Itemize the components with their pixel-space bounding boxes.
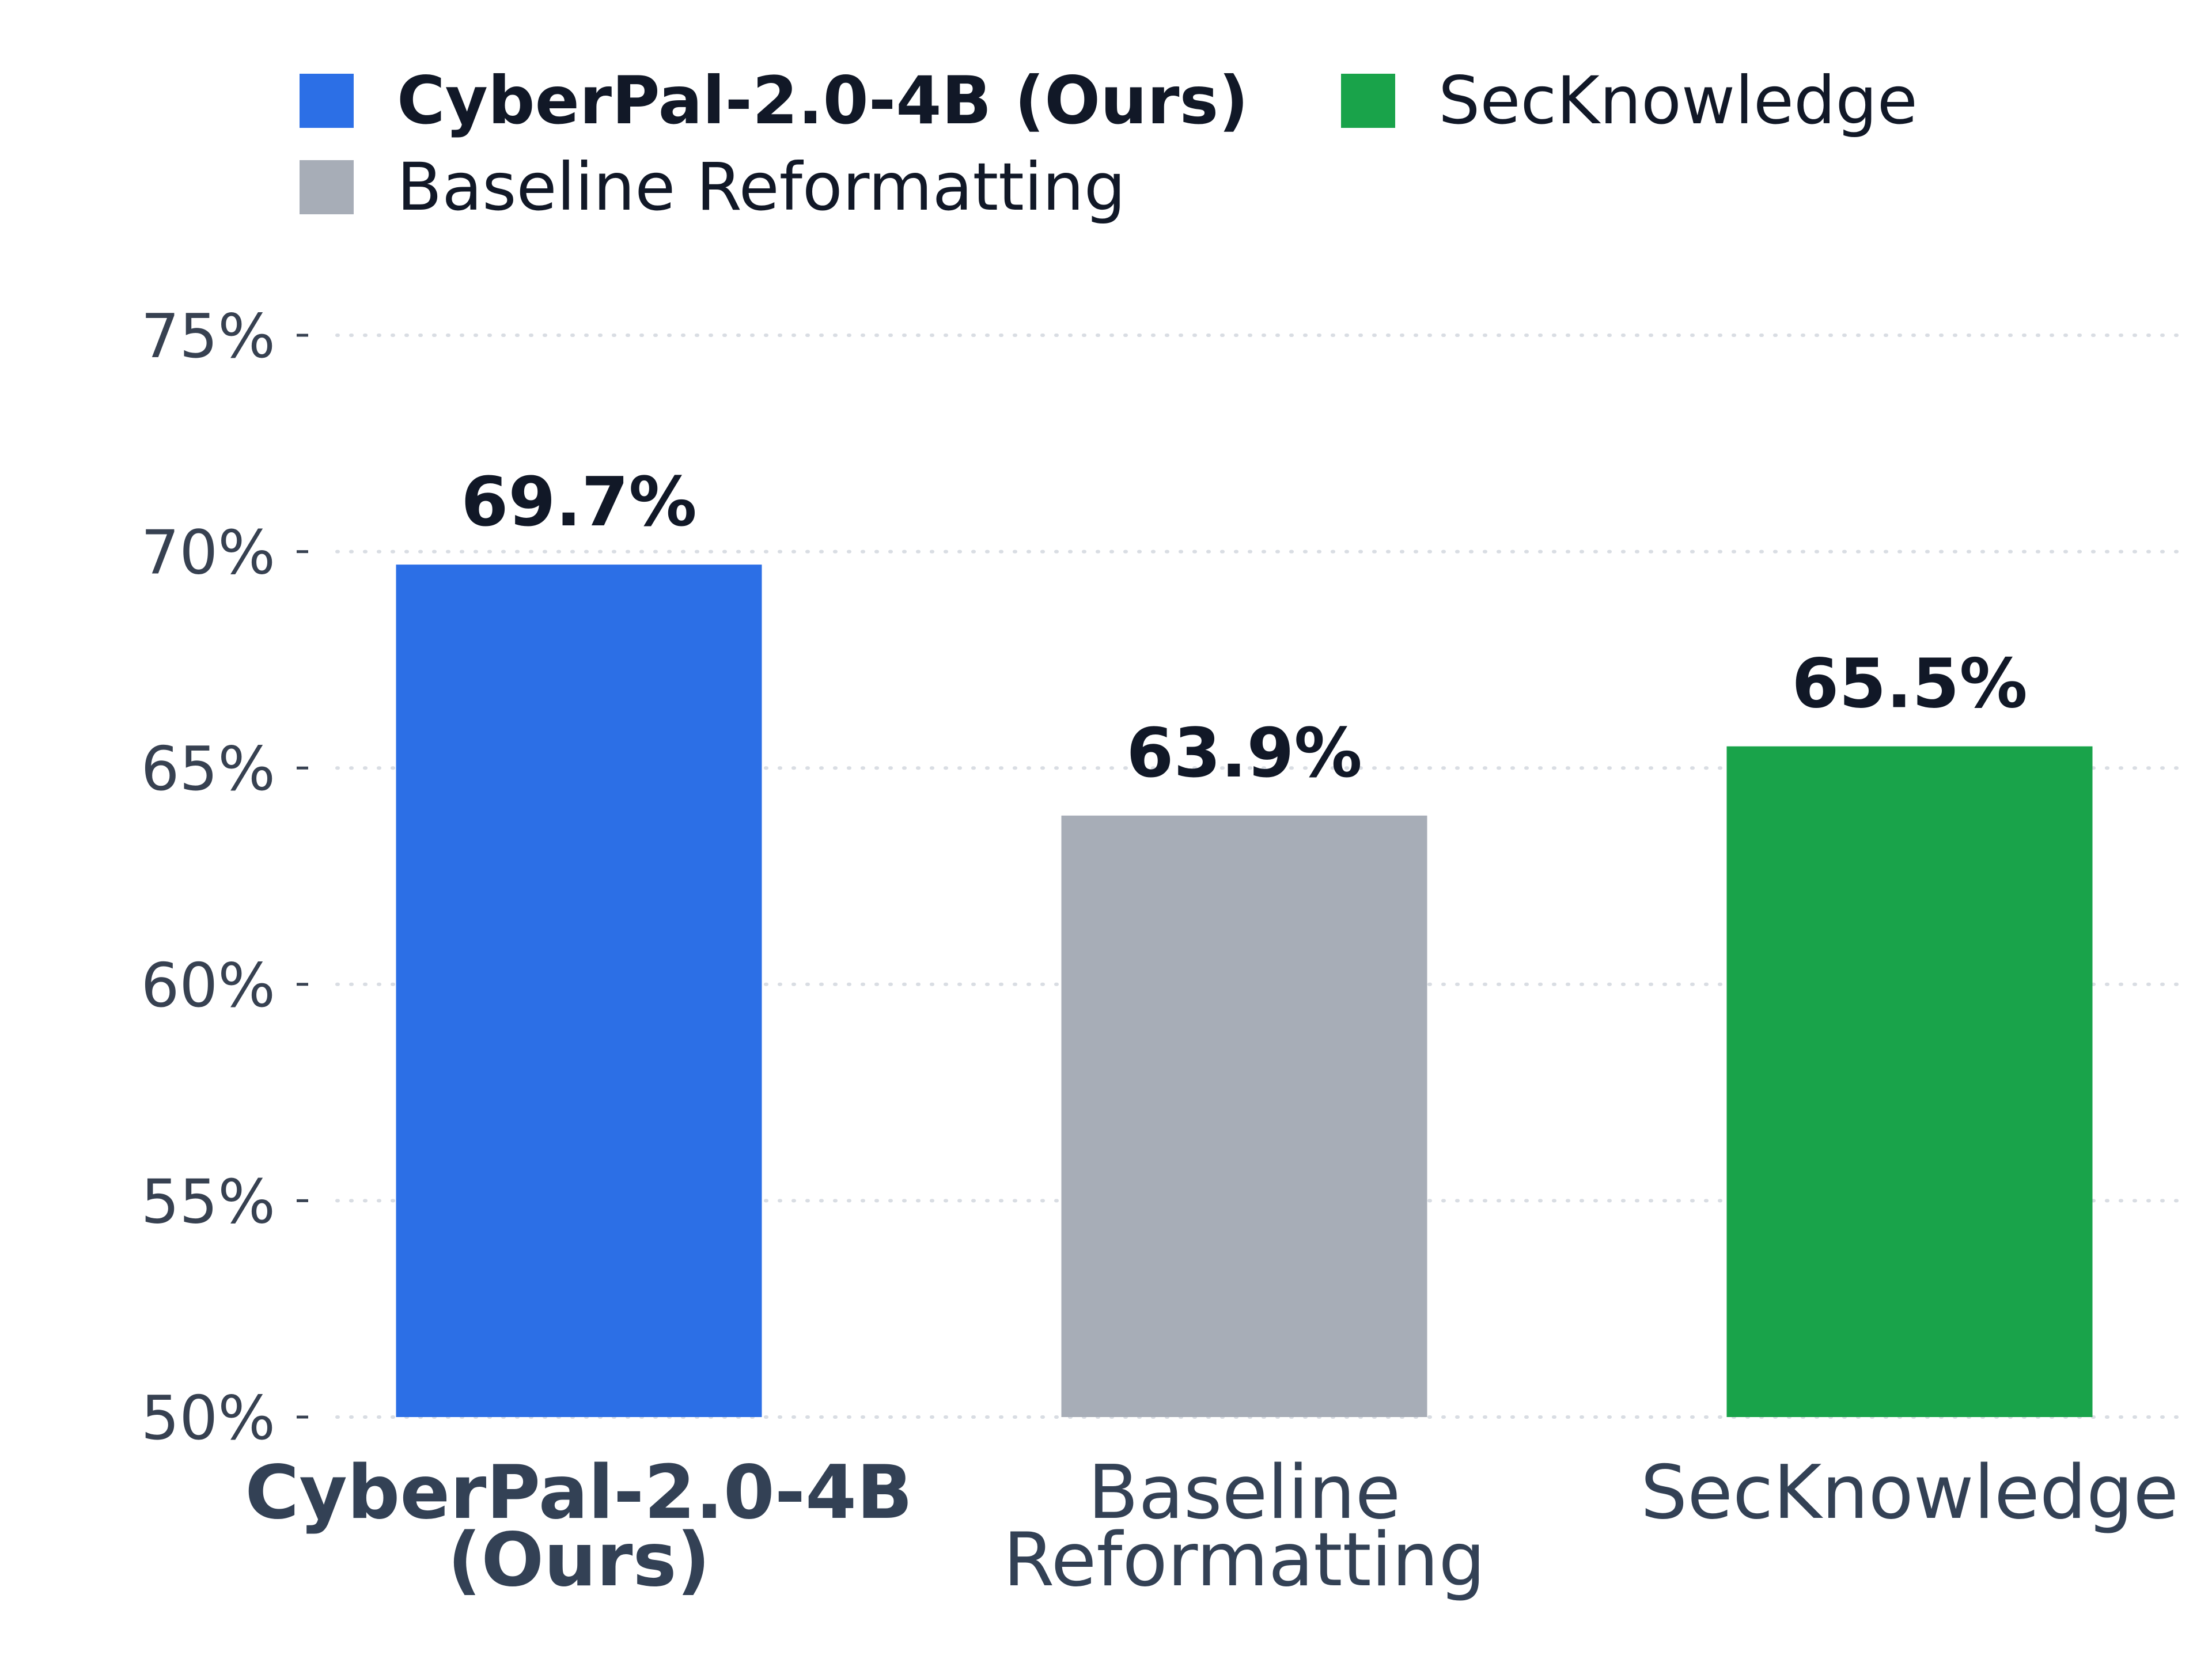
y-tick-label-65: 65% — [141, 734, 275, 804]
y-tick-label-70: 70% — [141, 518, 275, 588]
y-tick-label-60: 60% — [141, 950, 275, 1021]
legend: CyberPal-2.0-4B (Ours) SecKnowledge Base… — [300, 63, 2028, 248]
x-axis: CyberPal-2.0-4B(Ours) BaselineReformattin… — [245, 1450, 2179, 1603]
bars — [396, 565, 2093, 1417]
bar-cyberpal — [396, 565, 762, 1417]
legend-item-baseline-reformatting: Baseline Reformatting — [300, 150, 1126, 225]
data-label-baseline-reformatting: 63.9% — [1126, 713, 1362, 793]
legend-item-secknowledge: SecKnowledge — [1341, 63, 1918, 138]
bar-secknowledge — [1726, 746, 2093, 1417]
x-tick-label-baseline-reformatting-line-1: Baseline — [1088, 1450, 1401, 1536]
y-tick-label-75: 75% — [141, 301, 275, 372]
x-tick-label-secknowledge-line-1: SecKnowledge — [1641, 1450, 2179, 1536]
legend-label-secknowledge: SecKnowledge — [1438, 62, 1918, 139]
data-labels: 69.7% 63.9% 65.5% — [461, 462, 2027, 793]
x-tick-label-cyberpal-line-2: (Ours) — [448, 1517, 710, 1603]
x-tick-label-baseline-reformatting-line-2: Reformatting — [1003, 1517, 1485, 1603]
bar-baseline-reformatting — [1061, 815, 1427, 1417]
y-axis: 50% 55% 60% 65% 70% 75% — [141, 301, 308, 1453]
legend-item-cyberpal: CyberPal-2.0-4B (Ours) — [300, 63, 1248, 138]
legend-swatch-baseline-reformatting — [300, 160, 354, 214]
y-tick-label-55: 55% — [141, 1166, 275, 1237]
y-tick-label-50: 50% — [141, 1383, 275, 1453]
legend-label-cyberpal: CyberPal-2.0-4B (Ours) — [397, 62, 1249, 139]
data-label-secknowledge: 65.5% — [1791, 644, 2027, 724]
legend-label-baseline-reformatting: Baseline Reformatting — [397, 149, 1126, 225]
x-tick-label-cyberpal-line-1: CyberPal-2.0-4B — [245, 1450, 912, 1536]
legend-swatch-secknowledge — [1341, 74, 1395, 128]
legend-swatch-cyberpal — [300, 74, 354, 128]
data-label-cyberpal: 69.7% — [461, 462, 696, 541]
